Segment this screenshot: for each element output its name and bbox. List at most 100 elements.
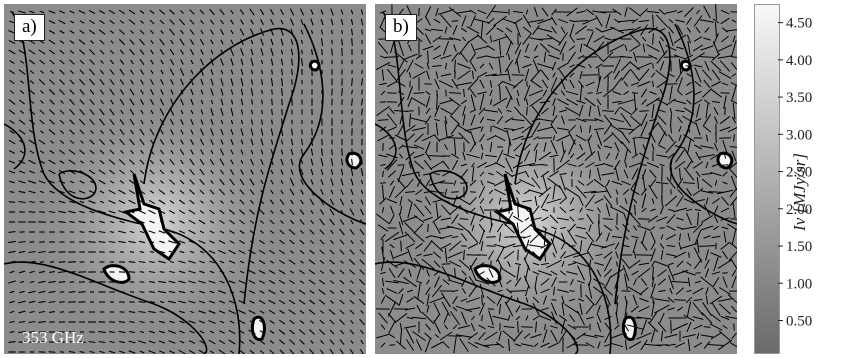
polarization-vector xyxy=(430,240,444,252)
polarization-vector xyxy=(19,80,25,84)
polarization-vector xyxy=(652,14,654,28)
polarization-vector xyxy=(188,209,196,215)
polarization-vector xyxy=(451,236,459,238)
polarization-vector xyxy=(614,142,620,152)
polarization-vector xyxy=(631,168,639,180)
polarization-vector xyxy=(487,325,495,329)
polarization-vector xyxy=(666,225,676,231)
polarization-vector xyxy=(79,160,85,164)
polarization-vector xyxy=(168,290,176,294)
polarization-vector xyxy=(329,239,335,245)
polarization-vector xyxy=(730,56,737,58)
polarization-vector xyxy=(239,260,245,264)
polarization-vector xyxy=(199,290,205,294)
polarization-vector xyxy=(405,328,415,344)
polarization-vector xyxy=(319,218,325,226)
polarization-vector xyxy=(535,321,537,333)
polarization-vector xyxy=(696,9,700,15)
polarization-vector xyxy=(667,72,675,78)
polarization-vector xyxy=(119,128,125,136)
polarization-vector xyxy=(635,254,653,256)
intensity-glow xyxy=(375,4,737,354)
polarization-vector xyxy=(708,344,724,346)
polarization-vector xyxy=(98,230,106,234)
polarization-vector xyxy=(442,171,450,177)
polarization-vector xyxy=(220,19,224,25)
polarization-vector xyxy=(250,158,254,166)
polarization-vector xyxy=(79,99,85,105)
polarization-vector xyxy=(300,138,304,146)
polarization-vector xyxy=(278,329,286,335)
polarization-vector xyxy=(329,198,335,206)
polarization-vector xyxy=(461,288,467,294)
polarization-vector xyxy=(486,135,496,141)
polarization-vector xyxy=(280,149,284,155)
polarization-vector xyxy=(19,99,25,105)
polarization-vector xyxy=(9,20,15,24)
polarization-vector xyxy=(404,124,416,134)
polarization-vector xyxy=(649,178,657,188)
polarization-vector xyxy=(721,226,729,230)
polarization-vector xyxy=(49,190,55,194)
polarization-vector xyxy=(700,214,714,224)
polarization-vector xyxy=(190,98,194,106)
polarization-vector xyxy=(596,269,602,277)
polarization-vector xyxy=(310,179,314,185)
polarization-vector xyxy=(730,62,737,70)
polarization-vector xyxy=(250,109,254,115)
polarization-vector xyxy=(510,236,526,238)
polarization-vector xyxy=(309,229,315,235)
polarization-vector xyxy=(504,301,514,317)
polarization-vector xyxy=(199,230,205,234)
polarization-vector xyxy=(250,128,254,136)
polarization-vector xyxy=(665,44,677,52)
polarization-vector xyxy=(658,40,666,56)
polarization-vector xyxy=(722,325,728,329)
frequency-label: 353 GHz xyxy=(22,328,84,347)
polarization-vector xyxy=(405,339,415,351)
polarization-vector xyxy=(248,309,256,315)
polarization-vector xyxy=(640,188,648,196)
polarization-vector xyxy=(525,9,529,15)
polarization-vector xyxy=(659,163,665,167)
polarization-vector xyxy=(9,270,15,274)
polarization-vector xyxy=(460,163,468,167)
colorbar-tick-label: 1.00 xyxy=(786,276,812,292)
polarization-vector xyxy=(711,302,721,316)
polarization-vector xyxy=(556,134,570,142)
polarization-vector xyxy=(38,270,46,274)
polarization-vector xyxy=(503,325,515,329)
polarization-vector xyxy=(424,28,432,32)
polarization-vector xyxy=(58,200,66,204)
polarization-vector xyxy=(603,256,613,272)
polarization-vector xyxy=(444,324,448,330)
polarization-vector xyxy=(641,164,647,166)
polarization-vector xyxy=(79,129,85,135)
polarization-vector xyxy=(671,281,689,283)
polarization-vector xyxy=(308,299,316,305)
polarization-vector xyxy=(466,26,480,34)
polarization-vector xyxy=(329,208,335,216)
polarization-vector xyxy=(710,81,722,87)
polarization-vector xyxy=(178,280,186,284)
polarization-vector xyxy=(569,72,575,78)
polarization-vector xyxy=(542,329,548,343)
panel-a-svg xyxy=(4,4,366,354)
polarization-vector xyxy=(319,349,325,354)
polarization-vector xyxy=(68,169,76,175)
polarization-vector xyxy=(503,153,515,159)
polarization-vector xyxy=(588,63,592,69)
polarization-vector xyxy=(39,200,45,204)
polarization-vector xyxy=(588,224,592,232)
polarization-vector xyxy=(375,61,391,71)
polarization-vector xyxy=(587,138,593,156)
polarization-vector xyxy=(596,75,602,93)
polarization-vector xyxy=(88,190,96,194)
polarization-vector xyxy=(387,126,397,132)
polarization-vector xyxy=(148,340,156,344)
polarization-vector xyxy=(228,329,236,335)
polarization-vector xyxy=(109,139,115,145)
polarization-vector xyxy=(698,245,716,247)
polarization-vector xyxy=(524,239,530,253)
polarization-vector xyxy=(331,148,333,156)
